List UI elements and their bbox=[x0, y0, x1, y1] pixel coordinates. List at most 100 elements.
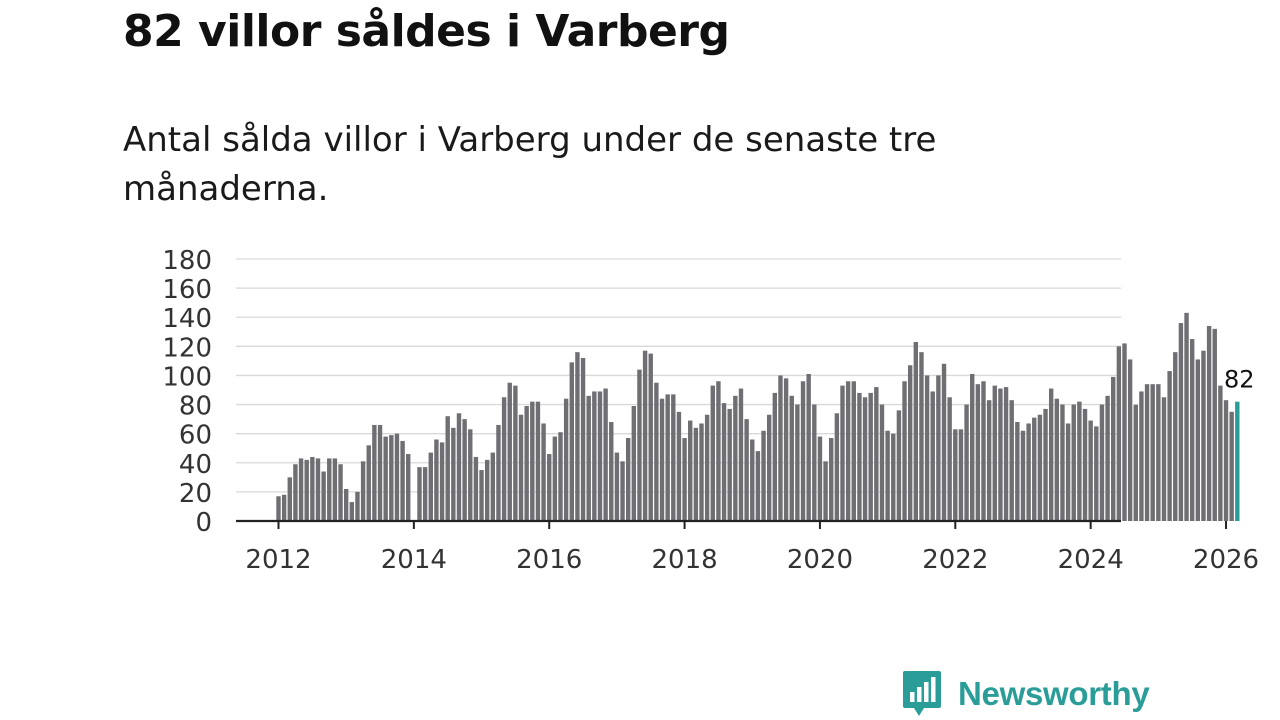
bar bbox=[422, 467, 428, 521]
bar bbox=[750, 439, 755, 521]
bar bbox=[625, 438, 631, 521]
bar bbox=[958, 429, 964, 521]
bar bbox=[428, 452, 433, 521]
bar bbox=[885, 430, 890, 521]
bar bbox=[761, 430, 766, 521]
bar bbox=[439, 442, 445, 521]
bar bbox=[473, 456, 479, 521]
last-value-label: 82 bbox=[1224, 366, 1255, 394]
bar bbox=[496, 424, 501, 521]
bar bbox=[293, 464, 298, 521]
y-tick-label: 100 bbox=[162, 362, 212, 392]
bar bbox=[383, 436, 388, 521]
bar bbox=[710, 385, 715, 521]
bar bbox=[1088, 420, 1093, 521]
bar bbox=[800, 381, 806, 521]
bar bbox=[569, 362, 574, 521]
bar bbox=[1060, 404, 1065, 521]
bar bbox=[1144, 384, 1150, 521]
bar bbox=[693, 427, 699, 521]
bar bbox=[366, 445, 371, 521]
bar bbox=[1201, 350, 1206, 521]
bar bbox=[930, 391, 935, 521]
bar bbox=[891, 433, 896, 521]
bar bbox=[1009, 400, 1014, 521]
bar bbox=[671, 394, 676, 521]
bar bbox=[648, 353, 653, 521]
bar bbox=[586, 395, 591, 521]
bar bbox=[298, 458, 304, 521]
x-tick-label: 2014 bbox=[381, 545, 447, 575]
bar bbox=[355, 491, 360, 521]
bar bbox=[1105, 395, 1110, 521]
bar bbox=[1003, 387, 1009, 521]
chart-subtitle: Antal sålda villor i Varberg under de se… bbox=[123, 120, 937, 209]
bar bbox=[862, 397, 868, 521]
x-tick-label: 2016 bbox=[516, 545, 582, 575]
x-tick-label: 2022 bbox=[922, 545, 988, 575]
bar bbox=[315, 458, 321, 521]
bar bbox=[1189, 339, 1195, 521]
x-tick-label: 2026 bbox=[1193, 545, 1259, 575]
bar bbox=[806, 373, 811, 521]
bar bbox=[755, 451, 761, 521]
bar bbox=[603, 388, 608, 521]
bar bbox=[1026, 423, 1031, 521]
bar bbox=[1020, 430, 1026, 521]
bar bbox=[580, 357, 586, 521]
bar bbox=[338, 464, 343, 521]
bar bbox=[530, 401, 535, 521]
bar-highlight bbox=[1235, 401, 1240, 521]
newsworthy-logo: Newsworthy bbox=[902, 670, 1150, 718]
bar bbox=[513, 385, 518, 521]
bar bbox=[518, 414, 524, 521]
bar bbox=[913, 341, 919, 521]
bar bbox=[1043, 408, 1048, 521]
bar bbox=[964, 404, 969, 521]
bar bbox=[445, 416, 450, 521]
bar bbox=[953, 429, 958, 521]
bar bbox=[676, 411, 682, 521]
bar bbox=[1116, 346, 1122, 521]
bar bbox=[575, 352, 580, 521]
x-tick-label: 2024 bbox=[1058, 545, 1124, 575]
bar bbox=[1156, 384, 1161, 521]
bar bbox=[276, 496, 281, 521]
bar bbox=[1229, 411, 1234, 521]
bar bbox=[1077, 401, 1082, 521]
bar bbox=[834, 413, 840, 521]
bar bbox=[1015, 422, 1020, 521]
bar bbox=[812, 404, 817, 521]
bar bbox=[1173, 352, 1178, 521]
bar bbox=[879, 404, 885, 521]
brand-name: Newsworthy bbox=[958, 675, 1150, 712]
bar bbox=[394, 433, 400, 521]
chart-title: 82 villor såldes i Varberg bbox=[123, 6, 730, 57]
bar bbox=[868, 392, 873, 521]
bar bbox=[778, 375, 783, 521]
bar bbox=[507, 382, 512, 521]
bar bbox=[479, 470, 484, 521]
bar bbox=[1161, 397, 1167, 521]
bar bbox=[400, 440, 405, 521]
bar bbox=[1082, 408, 1088, 521]
bar bbox=[716, 381, 721, 521]
bar bbox=[281, 494, 287, 521]
bar bbox=[1184, 312, 1189, 521]
bar bbox=[665, 394, 670, 521]
x-tick-label: 2018 bbox=[651, 545, 717, 575]
bar bbox=[287, 477, 292, 521]
bar bbox=[1048, 388, 1054, 521]
bar bbox=[535, 401, 541, 521]
bar bbox=[823, 461, 828, 521]
bar bbox=[417, 467, 422, 521]
bar bbox=[310, 456, 315, 521]
bar bbox=[484, 459, 490, 521]
bar bbox=[1195, 359, 1201, 521]
bar bbox=[772, 392, 778, 521]
bar bbox=[986, 400, 992, 521]
bar bbox=[896, 410, 902, 521]
bar bbox=[620, 461, 625, 521]
bar bbox=[766, 414, 772, 521]
bar bbox=[456, 413, 462, 521]
